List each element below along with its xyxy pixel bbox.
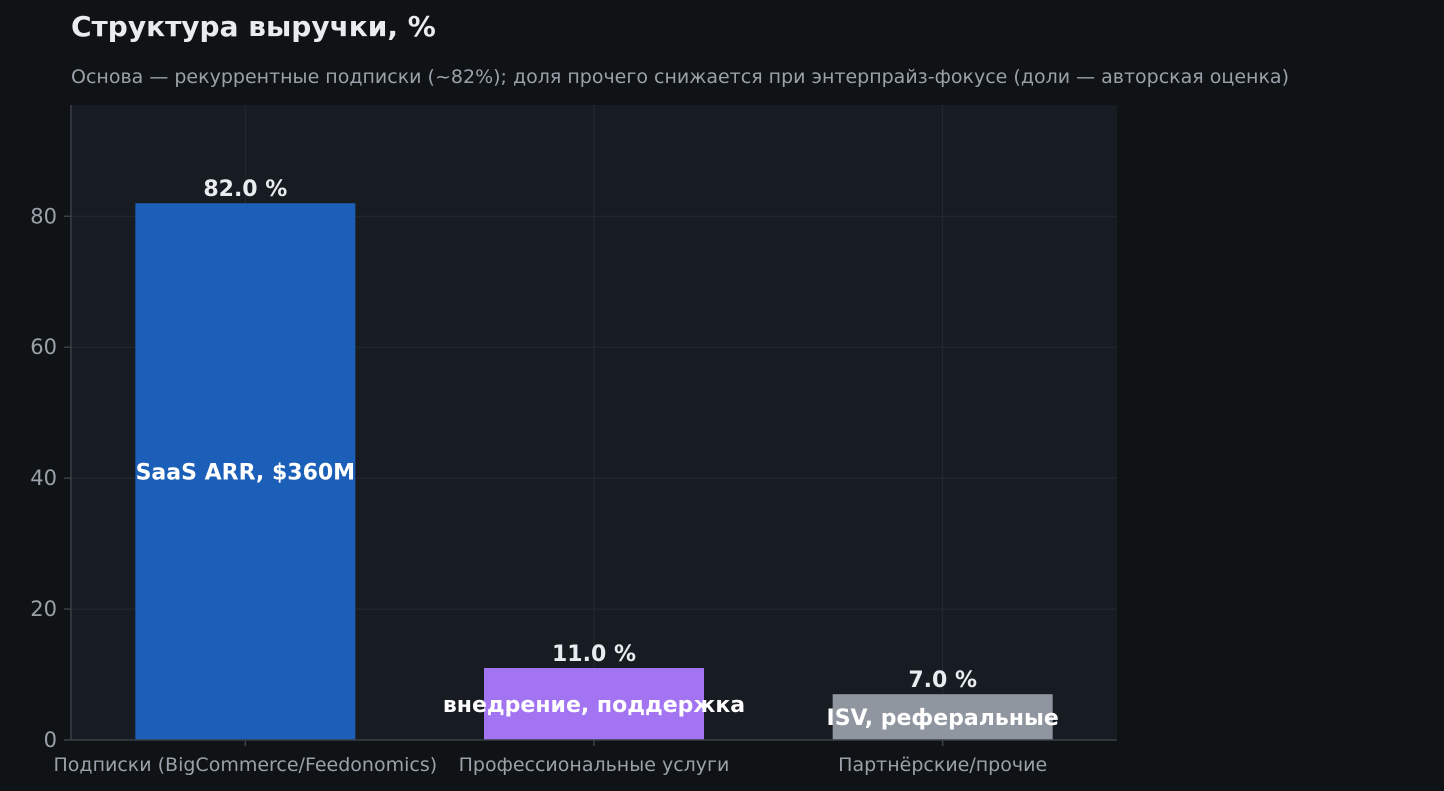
bar-inner-label: ISV, реферальные <box>827 706 1059 731</box>
x-tick-label: Профессиональные услуги <box>459 754 730 776</box>
bar-inner-label: внедрение, поддержка <box>443 693 745 718</box>
x-tick-label: Подписки (BigCommerce/Feedonomics) <box>54 754 438 776</box>
bar <box>484 667 704 740</box>
y-tick-label: 40 <box>30 466 57 490</box>
bar-value-label: 82.0 % <box>203 177 287 202</box>
y-tick-label: 60 <box>30 335 57 359</box>
bar-inner-label: SaaS ARR, $360M <box>136 461 356 486</box>
bar <box>135 203 356 741</box>
bar-labels: 82.0 % SaaS ARR, $360M 11.0 % внедрение, по… <box>136 177 1059 731</box>
axes: 0 20 40 60 80 Подписки (BigCommerce/Feedonomi… <box>30 105 1117 776</box>
bar-value-label: 11.0 % <box>552 642 636 667</box>
bar-value-label: 7.0 % <box>908 668 977 693</box>
x-tick-label: Партнёрские/прочие <box>838 754 1047 776</box>
y-tick-label: 80 <box>30 204 57 228</box>
y-tick-label: 0 <box>44 728 57 752</box>
y-tick-label: 20 <box>30 597 57 621</box>
chart-subtitle: Основа — рекуррентные подписки (~82%); д… <box>71 66 1289 88</box>
chart-title: Структура выручки, % <box>71 10 436 43</box>
bars <box>135 203 1053 741</box>
bar <box>832 694 1053 740</box>
